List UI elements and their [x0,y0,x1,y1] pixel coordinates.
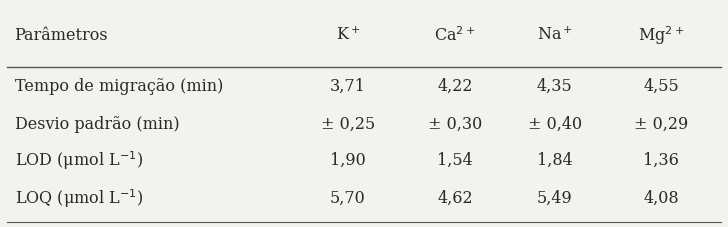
Text: Parâmetros: Parâmetros [15,27,108,44]
Text: LOD (μmol L$^{-1}$): LOD (μmol L$^{-1}$) [15,149,143,171]
Text: 1,90: 1,90 [330,152,366,168]
Text: Tempo de migração (min): Tempo de migração (min) [15,78,223,95]
Text: ± 0,40: ± 0,40 [528,115,582,132]
Text: 3,71: 3,71 [330,78,366,95]
Text: K$^+$: K$^+$ [336,27,360,44]
Text: 4,22: 4,22 [438,78,472,95]
Text: ± 0,29: ± 0,29 [634,115,688,132]
Text: 1,36: 1,36 [643,152,679,168]
Text: LOQ (μmol L$^{-1}$): LOQ (μmol L$^{-1}$) [15,186,143,209]
Text: 4,08: 4,08 [644,189,678,206]
Text: 1,54: 1,54 [437,152,473,168]
Text: 1,84: 1,84 [537,152,573,168]
Text: Mg$^{2+}$: Mg$^{2+}$ [638,24,684,47]
Text: Na$^+$: Na$^+$ [537,27,573,44]
Text: 5,70: 5,70 [330,189,366,206]
Text: Desvio padrão (min): Desvio padrão (min) [15,115,179,132]
Text: 4,62: 4,62 [438,189,472,206]
Text: ± 0,25: ± 0,25 [321,115,375,132]
Text: ± 0,30: ± 0,30 [428,115,482,132]
Text: 4,35: 4,35 [537,78,573,95]
Text: 5,49: 5,49 [537,189,573,206]
Text: 4,55: 4,55 [643,78,679,95]
Text: Ca$^{2+}$: Ca$^{2+}$ [435,26,475,44]
